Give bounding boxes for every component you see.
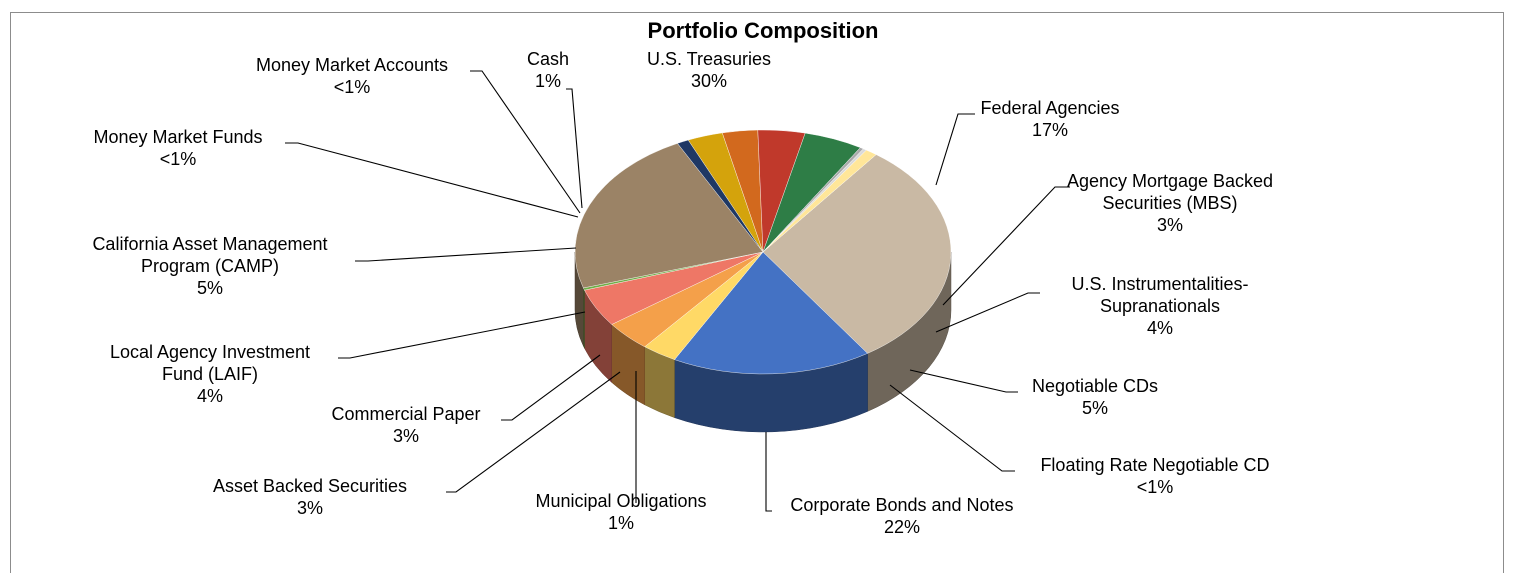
slice-value-federal-agencies: 17%: [1032, 120, 1068, 140]
slice-name-california-asset-management-program-camp: Program (CAMP): [141, 256, 279, 276]
leader-line-money-market-accounts: [470, 70, 581, 214]
leader-line-asset-backed-securities: [446, 371, 621, 493]
slice-name-agency-mortgage-backed-securities-mbs: Securities (MBS): [1102, 193, 1237, 213]
slice-value-cash: 1%: [535, 71, 561, 91]
pie-slice-federal-agencies: [674, 251, 868, 375]
slice-value-money-market-funds: <1%: [160, 149, 197, 169]
slice-value-floating-rate-negotiable-cd: <1%: [1137, 477, 1174, 497]
slice-label-u-s-treasuries: U.S. Treasuries 30%: [647, 49, 771, 91]
slice-name-commercial-paper: Commercial Paper: [331, 404, 480, 424]
slice-name-federal-agencies: Federal Agencies: [980, 98, 1119, 118]
slice-value-corporate-bonds-and-notes: 22%: [884, 517, 920, 537]
slice-label-negotiable-cds: Negotiable CDs 5%: [1032, 376, 1158, 418]
pie-labels: U.S. Treasuries 30% Federal Agencies 17% Age…: [92, 49, 1273, 537]
pie-depth: [574, 251, 952, 433]
slice-name-money-market-funds: Money Market Funds: [93, 127, 262, 147]
slice-label-local-agency-investment-fund-laif: Local Agency Investment Fund (LAIF) 4%: [110, 342, 310, 406]
slice-name-local-agency-investment-fund-laif: Fund (LAIF): [162, 364, 258, 384]
leader-line-u-s-instrumentalities-supranationals: [935, 292, 1040, 333]
slice-label-cash: Cash 1%: [527, 49, 569, 91]
pie-slice-cash: [762, 149, 877, 253]
leader-line-agency-mortgage-backed-securities-mbs: [942, 186, 1070, 306]
slice-value-municipal-obligations: 1%: [608, 513, 634, 533]
slice-label-floating-rate-negotiable-cd: Floating Rate Negotiable CD <1%: [1040, 455, 1269, 497]
pie-slice-u-s-treasuries: [762, 154, 952, 354]
slice-label-corporate-bonds-and-notes: Corporate Bonds and Notes 22%: [790, 495, 1013, 537]
slice-name-agency-mortgage-backed-securities-mbs: Agency Mortgage Backed: [1067, 171, 1273, 191]
chart-frame: [10, 12, 1504, 573]
leader-line-commercial-paper: [501, 354, 601, 421]
slice-value-money-market-accounts: <1%: [334, 77, 371, 97]
leader-line-floating-rate-negotiable-cd: [889, 384, 1015, 472]
slice-label-california-asset-management-program-camp: California Asset Management Program (CAMP…: [92, 234, 327, 298]
chart-title: Portfolio Composition: [648, 18, 879, 43]
slice-label-u-s-instrumentalities-supranationals: U.S. Instrumentalities-Supranationals 4%: [1071, 274, 1248, 338]
slice-value-local-agency-investment-fund-laif: 4%: [197, 386, 223, 406]
slice-label-asset-backed-securities: Asset Backed Securities 3%: [213, 476, 407, 518]
pie-top: [574, 129, 952, 375]
slice-label-federal-agencies: Federal Agencies 17%: [980, 98, 1119, 140]
leader-line-money-market-funds: [285, 142, 579, 218]
leader-line-cash: [566, 88, 583, 209]
slice-name-u-s-instrumentalities-supranationals: Supranationals: [1100, 296, 1220, 316]
leader-line-california-asset-management-program-camp: [355, 247, 577, 262]
slice-name-california-asset-management-program-camp: California Asset Management: [92, 234, 327, 254]
slice-label-money-market-accounts: Money Market Accounts <1%: [256, 55, 448, 97]
slice-name-cash: Cash: [527, 49, 569, 69]
slice-name-municipal-obligations: Municipal Obligations: [535, 491, 706, 511]
slice-label-municipal-obligations: Municipal Obligations 1%: [535, 491, 706, 533]
leader-line-corporate-bonds-and-notes: [765, 432, 772, 512]
slice-name-asset-backed-securities: Asset Backed Securities: [213, 476, 407, 496]
slice-name-negotiable-cds: Negotiable CDs: [1032, 376, 1158, 396]
slice-value-agency-mortgage-backed-securities-mbs: 3%: [1157, 215, 1183, 235]
leader-line-negotiable-cds: [909, 369, 1018, 393]
slice-label-money-market-funds: Money Market Funds <1%: [93, 127, 262, 169]
pie-slice-corporate-bonds-and-notes: [574, 143, 764, 289]
slice-value-asset-backed-securities: 3%: [297, 498, 323, 518]
slice-name-money-market-accounts: Money Market Accounts: [256, 55, 448, 75]
slice-label-commercial-paper: Commercial Paper 3%: [331, 404, 480, 446]
slice-value-california-asset-management-program-camp: 5%: [197, 278, 223, 298]
slice-value-u-s-instrumentalities-supranationals: 4%: [1147, 318, 1173, 338]
slice-value-negotiable-cds: 5%: [1082, 398, 1108, 418]
slice-name-floating-rate-negotiable-cd: Floating Rate Negotiable CD: [1040, 455, 1269, 475]
slice-value-u-s-treasuries: 30%: [691, 71, 727, 91]
slice-name-local-agency-investment-fund-laif: Local Agency Investment: [110, 342, 310, 362]
leader-line-local-agency-investment-fund-laif: [338, 311, 586, 359]
leader-line-federal-agencies: [935, 113, 975, 186]
slice-name-corporate-bonds-and-notes: Corporate Bonds and Notes: [790, 495, 1013, 515]
slice-label-agency-mortgage-backed-securities-mbs: Agency Mortgage Backed Securities (MBS) 3%: [1067, 171, 1273, 235]
slice-value-commercial-paper: 3%: [393, 426, 419, 446]
slice-name-u-s-instrumentalities-supranationals: U.S. Instrumentalities-: [1071, 274, 1248, 294]
pie-leaders: [285, 70, 1070, 512]
slice-name-u-s-treasuries: U.S. Treasuries: [647, 49, 771, 69]
